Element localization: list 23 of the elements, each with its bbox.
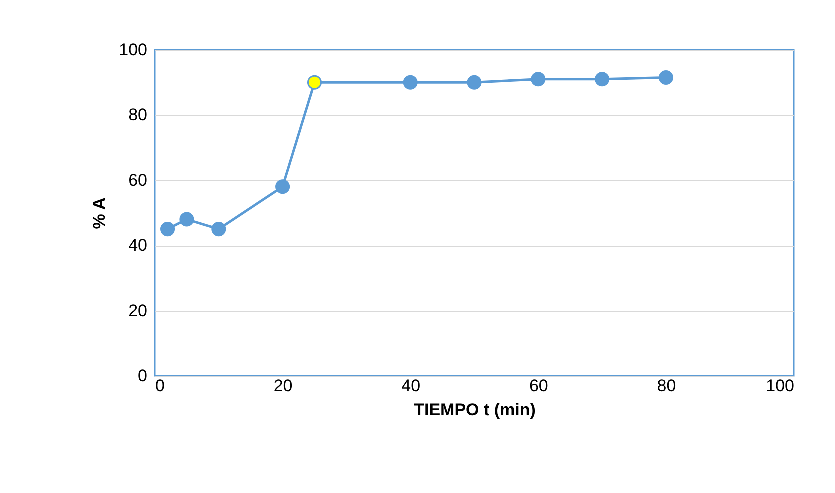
point — [212, 222, 226, 237]
y-tick-label: 100 — [119, 40, 148, 60]
point — [180, 212, 194, 227]
point — [160, 222, 176, 237]
y-tick-label: 40 — [128, 236, 148, 256]
x-tick-label: 0 — [156, 376, 165, 396]
y-tick-label: 20 — [128, 301, 148, 320]
x-tick-label: 20 — [274, 376, 293, 396]
point — [531, 72, 546, 87]
point — [307, 75, 322, 90]
x-axis-title: TIEMPO t (min) — [414, 400, 536, 420]
point — [403, 75, 418, 90]
y-axis-title: % A — [90, 198, 110, 230]
point — [467, 75, 482, 90]
y-tick-label: 60 — [128, 170, 148, 190]
x-tick-label: 80 — [657, 376, 676, 396]
x-tick-label: 100 — [766, 376, 794, 396]
point — [276, 180, 290, 194]
x-tick-label: 40 — [402, 376, 421, 396]
x-tick-label: 60 — [529, 376, 548, 396]
point — [595, 72, 610, 87]
y-tick-label: 80 — [128, 106, 148, 125]
point — [658, 70, 674, 85]
